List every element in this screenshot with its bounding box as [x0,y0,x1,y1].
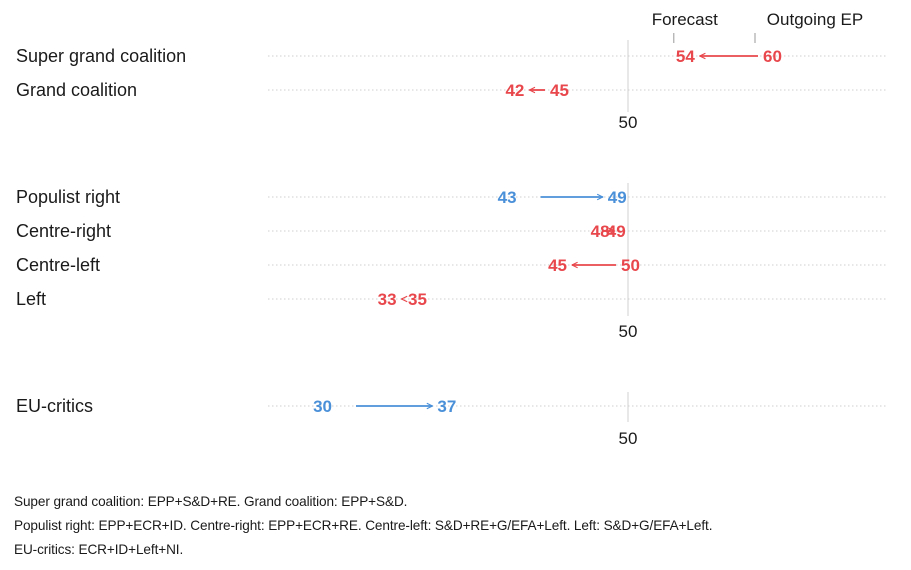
outgoing-value: 50 [621,256,640,275]
row-label: Super grand coalition [16,46,186,66]
outgoing-value: 49 [607,222,626,241]
outgoing-value: 35 [408,290,427,309]
forecast-value: 54 [676,47,695,66]
header-forecast: Forecast [652,10,718,29]
outgoing-value: 43 [498,188,517,207]
footnotes: Super grand coalition: EPP+S&D+RE. Grand… [14,490,904,562]
row-label: Grand coalition [16,80,137,100]
forecast-value: 49 [608,188,627,207]
footnote-line: Super grand coalition: EPP+S&D+RE. Grand… [14,494,408,509]
row-label: Populist right [16,187,120,207]
footnote-line: EU-critics: ECR+ID+Left+NI. [14,542,184,557]
tick-label-50: 50 [619,429,638,448]
row-label: Centre-left [16,255,100,275]
footnote-line: Populist right: EPP+ECR+ID. Centre-right… [14,518,713,533]
tick-label-50: 50 [619,322,638,341]
arrow-chart: 50 Forecast Outgoing EP Super grand coaliti… [16,10,888,448]
tick-label-50: 50 [619,113,638,132]
forecast-value: 45 [548,256,567,275]
forecast-value: 37 [437,397,456,416]
forecast-value: 33 [378,290,397,309]
outgoing-value: 30 [313,397,332,416]
row-label: EU-critics [16,396,93,416]
forecast-value: 48 [591,222,610,241]
row-label: Left [16,289,46,309]
row-label: Centre-right [16,221,111,241]
forecast-value: 42 [505,81,524,100]
outgoing-value: 45 [550,81,569,100]
outgoing-value: 60 [763,47,782,66]
header-outgoing-ep: Outgoing EP [767,10,863,29]
